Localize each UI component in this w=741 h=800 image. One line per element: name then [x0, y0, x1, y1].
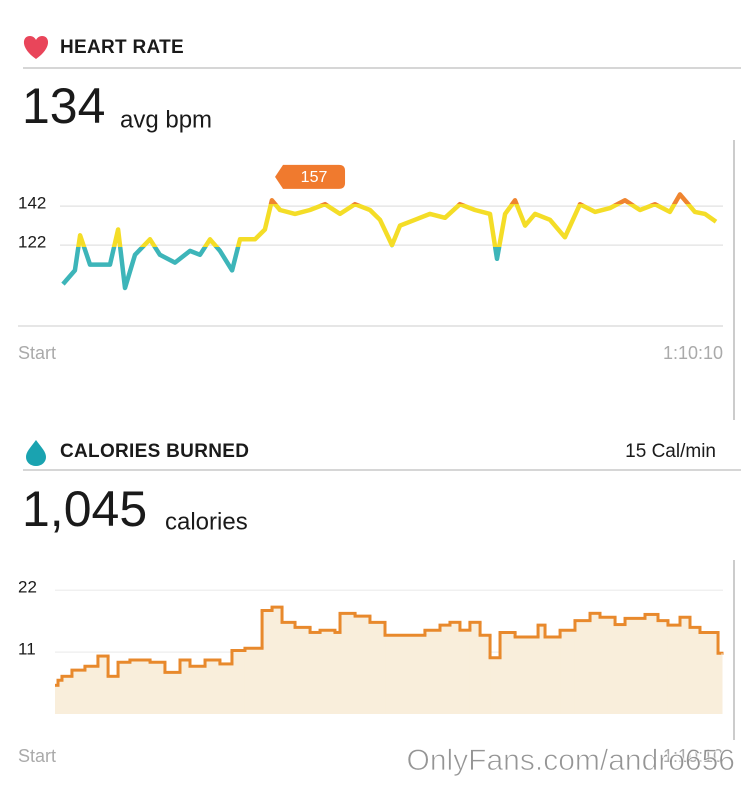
calorie-area — [272, 607, 283, 714]
calorie-area — [164, 672, 181, 714]
calorie-area — [108, 676, 119, 714]
calorie-area — [600, 617, 616, 714]
calorie-area — [469, 622, 481, 714]
calorie-area — [262, 610, 273, 714]
section-title: CALORIES BURNED — [60, 441, 249, 462]
calorie-area — [515, 636, 539, 714]
calorie-area — [480, 635, 491, 714]
calorie-area — [97, 656, 109, 714]
calorie-area — [667, 625, 681, 714]
heart-rate-line — [61, 192, 718, 291]
heart-icon — [23, 36, 49, 59]
calorie-area — [545, 636, 561, 714]
calorie-area — [424, 630, 441, 714]
calorie-area — [500, 632, 516, 714]
calorie-area — [205, 660, 221, 714]
x-tick-label: 1:10:10 — [663, 343, 723, 363]
calorie-area — [244, 648, 263, 714]
calorie-area — [295, 627, 311, 714]
calorie-area — [58, 680, 63, 714]
calorie-area — [625, 618, 646, 714]
calorie-area — [61, 676, 73, 714]
calorie-area — [689, 627, 701, 714]
summary-value: 134 — [22, 78, 105, 134]
rate: 15 Cal/min — [625, 441, 716, 462]
calorie-area — [560, 630, 576, 714]
calorie-area — [657, 620, 669, 714]
calorie-area — [219, 663, 233, 714]
y-tick-label: 142 — [18, 194, 46, 213]
calorie-area — [369, 622, 386, 714]
summary-unit: avg bpm — [120, 106, 212, 133]
x-tick-label: 1:10:10 — [663, 746, 723, 766]
peak-flag-shape — [275, 164, 346, 189]
watermark: OnlyFans.com/andro656 — [406, 744, 735, 777]
calorie-area — [71, 670, 86, 714]
calorie-area — [55, 685, 59, 714]
calorie-area — [340, 613, 356, 714]
calorie-area — [538, 625, 546, 714]
calorie-area — [282, 622, 296, 714]
calorie-area — [699, 632, 719, 714]
calorie-area — [334, 632, 341, 714]
section-title: HEART RATE — [60, 37, 184, 58]
peak-flag: 157 — [275, 164, 346, 189]
peak-label: 157 — [301, 169, 328, 186]
calorie-area — [310, 632, 321, 714]
calorie-area — [615, 624, 626, 714]
calorie-area — [118, 662, 131, 714]
y-tick-label: 122 — [18, 233, 46, 252]
calorie-area — [150, 662, 166, 714]
calorie-area — [718, 653, 723, 714]
y-tick-label: 11 — [18, 640, 36, 659]
calorie-area — [645, 614, 659, 714]
calorie-area — [459, 630, 471, 714]
summary-value: 1,045 — [22, 481, 147, 537]
calorie-area — [590, 613, 601, 714]
calorie-area — [189, 666, 206, 714]
x-tick-label: Start — [18, 746, 56, 766]
calorie-area — [231, 650, 246, 714]
drop-icon — [26, 440, 46, 466]
calorie-area — [129, 660, 151, 714]
y-tick-label: 22 — [18, 578, 37, 597]
calorie-area — [84, 666, 99, 714]
calorie-area — [574, 620, 591, 714]
calorie-area — [490, 657, 501, 714]
calorie-area — [320, 630, 336, 714]
calorie-area — [439, 625, 451, 714]
calorie-area — [385, 635, 426, 714]
calorie-area — [355, 616, 371, 714]
calorie-area — [680, 617, 691, 714]
calorie-area — [449, 622, 461, 714]
summary-unit: calories — [165, 508, 248, 535]
x-tick-label: Start — [18, 343, 56, 363]
calorie-area — [180, 660, 191, 714]
